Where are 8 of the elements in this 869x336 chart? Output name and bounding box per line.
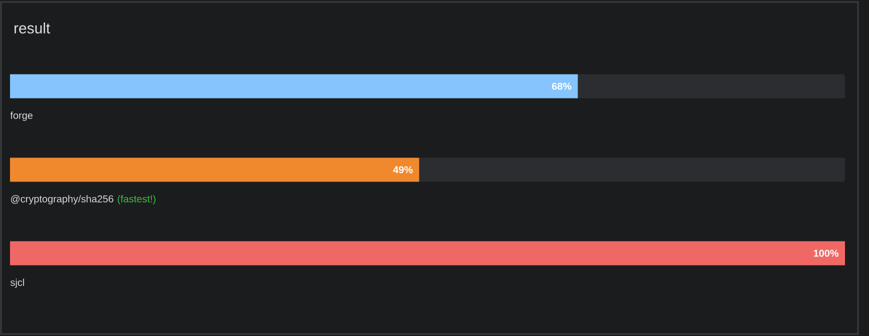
data-label: 100% xyxy=(814,250,839,257)
y-tick-label: sjcl xyxy=(10,278,24,288)
data-label: 49% xyxy=(393,166,413,174)
y-tick-label: forge xyxy=(10,112,33,121)
annotation: (fastest!) xyxy=(118,195,156,204)
data-label: 68% xyxy=(552,82,572,90)
chart-title: result xyxy=(14,22,50,34)
y-tick-label: @cryptography/sha256 xyxy=(11,195,114,204)
